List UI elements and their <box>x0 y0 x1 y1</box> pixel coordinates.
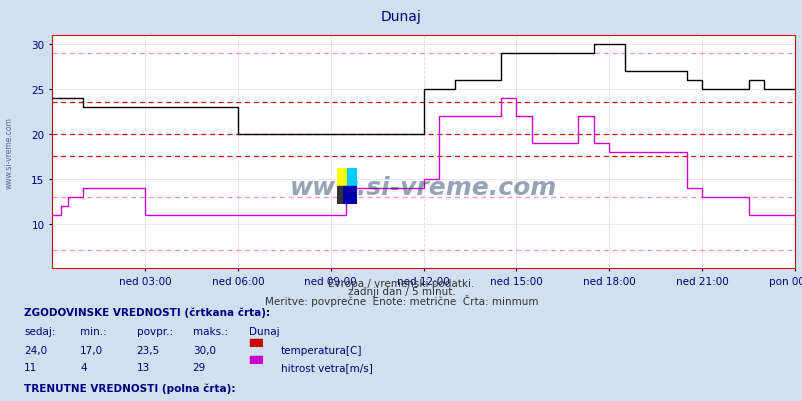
Text: 11: 11 <box>24 362 38 372</box>
Text: ZGODOVINSKE VREDNOSTI (črtkana črta):: ZGODOVINSKE VREDNOSTI (črtkana črta): <box>24 307 270 317</box>
Bar <box>342 186 357 205</box>
Bar <box>249 339 262 346</box>
Text: sedaj:: sedaj: <box>24 326 55 336</box>
Text: 23,5: 23,5 <box>136 345 160 355</box>
Text: TRENUTNE VREDNOSTI (polna črta):: TRENUTNE VREDNOSTI (polna črta): <box>24 383 235 393</box>
Bar <box>346 168 357 186</box>
Bar <box>249 356 262 363</box>
Text: 30,0: 30,0 <box>192 345 216 355</box>
Text: 29: 29 <box>192 362 206 372</box>
Text: temperatura[C]: temperatura[C] <box>281 345 362 355</box>
Text: www.si-vreme.com: www.si-vreme.com <box>290 175 557 199</box>
Bar <box>337 168 346 186</box>
Text: Meritve: povprečne  Enote: metrične  Črta: minmum: Meritve: povprečne Enote: metrične Črta:… <box>265 295 537 307</box>
Bar <box>337 186 342 205</box>
Text: maks.:: maks.: <box>192 326 228 336</box>
Text: hitrost vetra[m/s]: hitrost vetra[m/s] <box>281 362 372 372</box>
Text: Evropa / vremenski podatki.: Evropa / vremenski podatki. <box>328 279 474 289</box>
Text: povpr.:: povpr.: <box>136 326 172 336</box>
Text: 24,0: 24,0 <box>24 345 47 355</box>
Text: Dunaj: Dunaj <box>249 326 279 336</box>
Text: Dunaj: Dunaj <box>381 10 421 24</box>
Text: zadnji dan / 5 minut.: zadnji dan / 5 minut. <box>347 287 455 297</box>
Text: 13: 13 <box>136 362 150 372</box>
Text: min.:: min.: <box>80 326 107 336</box>
Text: 4: 4 <box>80 362 87 372</box>
Text: 17,0: 17,0 <box>80 345 103 355</box>
Text: www.si-vreme.com: www.si-vreme.com <box>5 117 14 188</box>
